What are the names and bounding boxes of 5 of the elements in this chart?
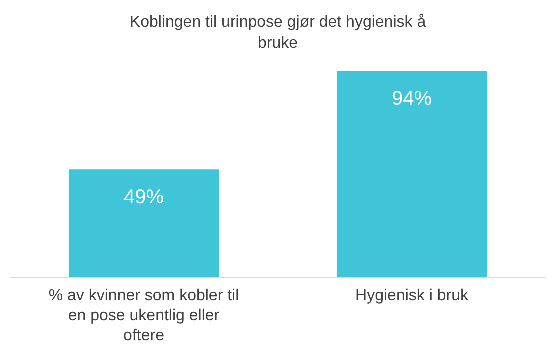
data-label: 94%: [392, 88, 432, 110]
data-label: 49%: [124, 186, 164, 209]
x-tick-label: % av kvinner som kobler til en pose ukentlig eller oftere: [48, 288, 240, 344]
chart-title: Koblingen til urinpose gjør det hygienisk å bruke: [130, 14, 426, 52]
x-tick-label: Hygienisk i bruk: [356, 288, 470, 304]
